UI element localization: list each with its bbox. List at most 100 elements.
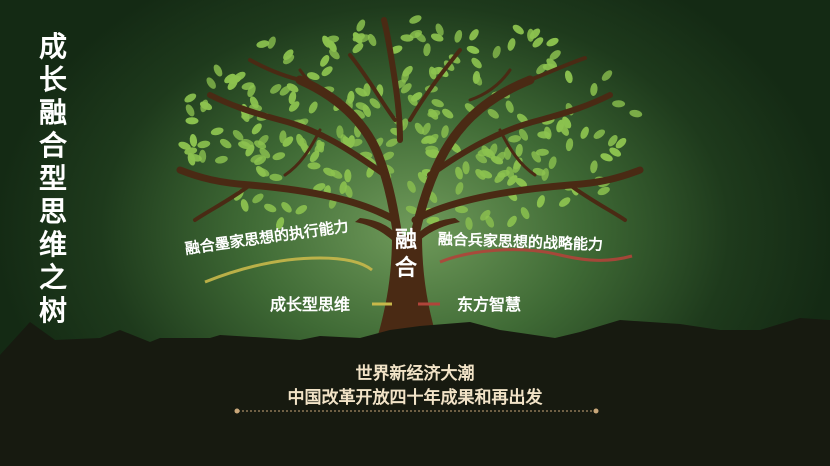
leaf bbox=[507, 175, 518, 186]
leaf bbox=[323, 167, 336, 177]
right-ribbon bbox=[439, 248, 633, 264]
leaf bbox=[299, 137, 308, 151]
leaf bbox=[189, 134, 198, 147]
leaf bbox=[295, 205, 308, 215]
leaf bbox=[535, 148, 549, 156]
leaf bbox=[600, 153, 613, 162]
leaf bbox=[185, 117, 199, 125]
leaf bbox=[431, 99, 444, 108]
leaf bbox=[565, 138, 574, 152]
leaf bbox=[307, 162, 321, 170]
leaf bbox=[455, 182, 464, 195]
leaf bbox=[400, 83, 412, 94]
leaf bbox=[385, 138, 399, 147]
leaf bbox=[241, 82, 255, 90]
leaf bbox=[251, 123, 262, 135]
leaf bbox=[184, 93, 197, 103]
leaf bbox=[336, 125, 344, 139]
leaf bbox=[520, 207, 530, 220]
leaf bbox=[473, 73, 483, 86]
leaf bbox=[487, 108, 499, 119]
leaf bbox=[321, 66, 333, 77]
leaf bbox=[178, 141, 191, 150]
leaf bbox=[507, 38, 516, 51]
leaf bbox=[536, 63, 547, 75]
leaf bbox=[197, 140, 211, 149]
leaf bbox=[506, 166, 514, 180]
leaf bbox=[481, 145, 491, 158]
leaf bbox=[612, 100, 626, 108]
leaf bbox=[508, 135, 522, 143]
leaf bbox=[536, 195, 545, 208]
leaf bbox=[240, 199, 249, 212]
leaf bbox=[564, 70, 573, 84]
canopy bbox=[178, 15, 643, 231]
footer-line-1: 世界新经济大潮 bbox=[355, 364, 475, 384]
leaf bbox=[590, 160, 598, 174]
leaf bbox=[267, 36, 276, 49]
leaf bbox=[515, 143, 523, 157]
leaf bbox=[282, 136, 294, 147]
leaf bbox=[355, 87, 368, 97]
leaf bbox=[189, 153, 202, 162]
leaf bbox=[505, 100, 514, 113]
leaf bbox=[593, 129, 606, 139]
leaf bbox=[615, 137, 627, 149]
leaf bbox=[241, 138, 254, 148]
leaf bbox=[362, 104, 371, 118]
leaf bbox=[344, 169, 352, 183]
leaf bbox=[308, 101, 318, 114]
leaf bbox=[427, 133, 439, 144]
leaf bbox=[213, 64, 223, 77]
leaf bbox=[185, 104, 195, 117]
leaf bbox=[466, 45, 480, 54]
leaf bbox=[233, 71, 246, 81]
leaf bbox=[356, 19, 366, 32]
leaf bbox=[590, 83, 598, 96]
leaf bbox=[367, 33, 377, 47]
leaf bbox=[357, 34, 370, 43]
leaf bbox=[306, 72, 320, 81]
leaf bbox=[227, 79, 238, 90]
leaf bbox=[548, 156, 557, 169]
leaf bbox=[454, 29, 463, 43]
leaf bbox=[417, 172, 428, 184]
leaf bbox=[281, 202, 292, 213]
leaf bbox=[232, 129, 244, 141]
leaf bbox=[405, 205, 419, 215]
tree-trunk bbox=[378, 235, 436, 335]
leaf bbox=[475, 153, 488, 164]
leaf bbox=[580, 126, 589, 139]
leaf bbox=[423, 43, 431, 57]
leaf bbox=[441, 125, 449, 139]
leaf bbox=[369, 98, 381, 109]
leaf bbox=[527, 28, 535, 42]
leaf bbox=[422, 122, 431, 135]
leaf bbox=[629, 109, 643, 118]
leaf bbox=[531, 151, 542, 163]
footer-line-2: 中国改革开放四十年成果和再出发 bbox=[287, 388, 543, 408]
leaf bbox=[414, 122, 425, 135]
leaf bbox=[471, 57, 482, 69]
leaf bbox=[556, 119, 564, 133]
leaf bbox=[546, 58, 558, 69]
leaf bbox=[435, 23, 444, 36]
leaf bbox=[269, 173, 283, 182]
leaf bbox=[512, 24, 524, 35]
leaf bbox=[546, 37, 559, 47]
leaf bbox=[442, 108, 454, 119]
leaf bbox=[206, 77, 216, 89]
leaf bbox=[210, 127, 224, 136]
leaf bbox=[480, 209, 491, 221]
leaf bbox=[349, 138, 363, 147]
center-label: 融合 bbox=[394, 227, 417, 281]
leaf bbox=[490, 155, 504, 165]
leaf bbox=[320, 55, 330, 67]
leaf bbox=[465, 217, 473, 231]
leaf bbox=[313, 183, 326, 192]
left-ribbon bbox=[204, 256, 373, 284]
leaf bbox=[224, 73, 236, 84]
leaf bbox=[288, 101, 300, 112]
leaf bbox=[329, 48, 340, 60]
